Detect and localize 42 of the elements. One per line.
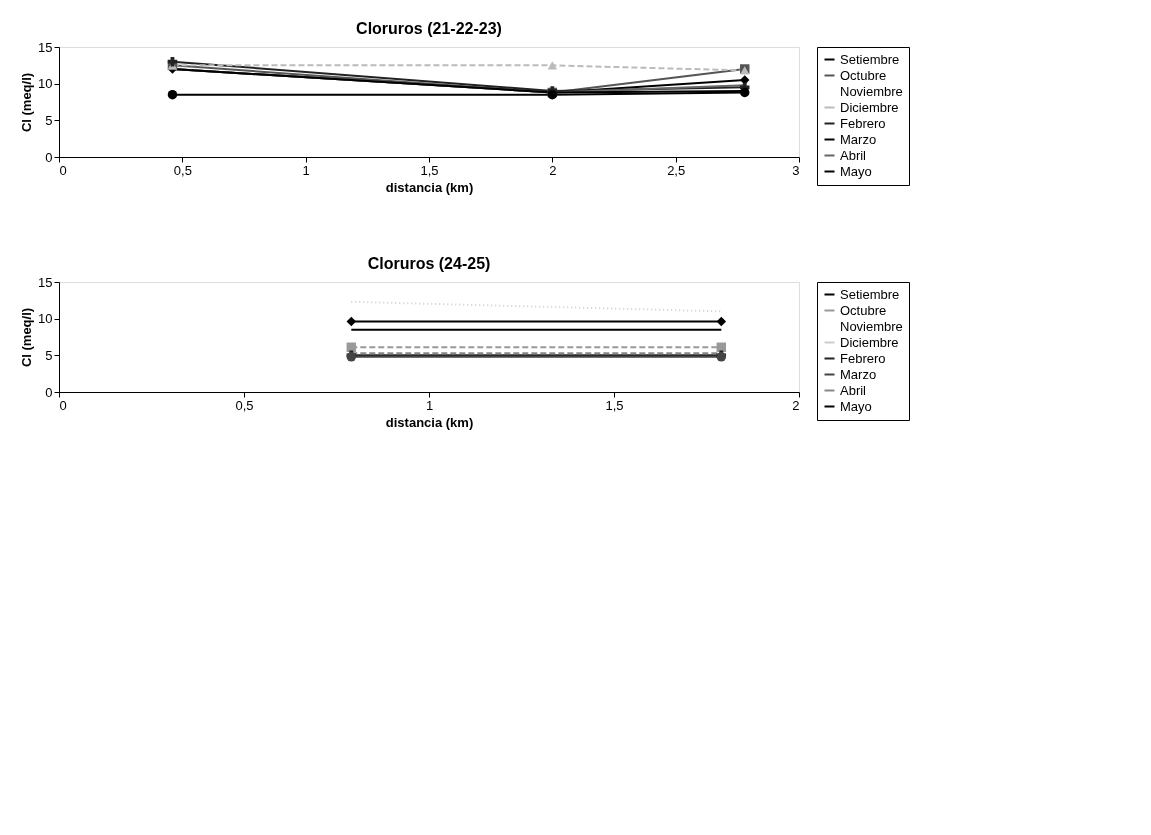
x-tick-label: 1,5 — [420, 162, 439, 178]
legend-label: Mayo — [840, 163, 872, 179]
chart-title: Cloruros (24-25) — [367, 255, 491, 272]
x-tick-label: 0 — [59, 162, 67, 178]
y-tick-label: 15 — [38, 39, 53, 55]
legend-label: Febrero — [840, 115, 886, 131]
legend-label: Mayo — [840, 398, 872, 414]
legend-label: Octubre — [840, 302, 887, 318]
x-tick-label: 1 — [302, 162, 310, 178]
text: Noviembre — [840, 83, 903, 99]
x-tick-label: 0 — [59, 397, 67, 413]
x-axis-title: distancia (km) — [385, 414, 474, 430]
y-axis-title: Cl (meq/l) — [19, 72, 35, 133]
legend-label: Abril — [840, 382, 867, 398]
x-axis-title: distancia (km) — [385, 179, 474, 195]
y-tick-label: 10 — [38, 311, 53, 327]
y-tick-label: 10 — [38, 76, 53, 92]
x-tick-label: 3 — [792, 162, 800, 178]
y-tick-label: 15 — [38, 274, 53, 290]
legend-label: Diciembre — [840, 334, 899, 350]
legend-label: Marzo — [840, 366, 877, 382]
x-tick-label: 1,5 — [605, 397, 624, 413]
y-tick-label: 0 — [45, 149, 53, 165]
legend-label: Diciembre — [840, 99, 899, 115]
y-tick-label: 0 — [45, 384, 53, 400]
legend-label: Abril — [840, 147, 867, 163]
legend-label: Setiembre — [840, 51, 900, 67]
x-tick-label: 0,5 — [173, 162, 192, 178]
text: Noviembre — [840, 318, 903, 334]
legend-label: Febrero — [840, 350, 886, 366]
y-tick-label: 5 — [45, 112, 53, 128]
x-tick-label: 0,5 — [235, 397, 254, 413]
y-tick-label: 5 — [45, 347, 53, 363]
legend-label: Octubre — [840, 67, 887, 83]
x-tick-label: 1 — [425, 397, 434, 413]
chart-title: Cloruros (21-22-23) — [356, 20, 502, 37]
x-tick-label: 2,5 — [667, 162, 686, 178]
legend-label: Marzo — [840, 131, 877, 147]
y-axis-title: Cl (meq/l) — [19, 307, 35, 368]
legend-label: Setiembre — [840, 286, 900, 302]
x-tick-label: 2 — [549, 162, 557, 178]
x-tick-label: 2 — [792, 397, 800, 413]
